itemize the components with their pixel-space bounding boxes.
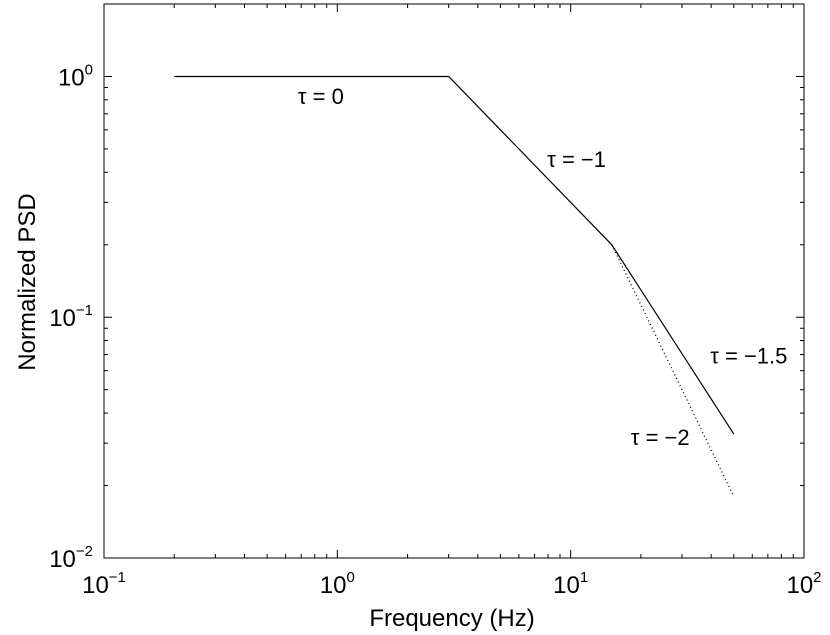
x-tick-label: 101: [553, 569, 588, 599]
psd-solid-line: [174, 75, 735, 435]
slope-annotations: τ = 0 τ = −1 τ = −1.5 τ = −2: [298, 84, 788, 450]
y-tick-label: 10−1: [49, 302, 93, 332]
y-axis-label: Normalized PSD: [14, 193, 41, 370]
plot-area: [103, 3, 805, 559]
y-tick-label: 100: [58, 61, 93, 91]
x-tick-label: 100: [320, 569, 355, 599]
y-tick-label: 10−2: [49, 543, 93, 573]
axis-ticks: [103, 4, 805, 559]
x-axis-label: Frequency (Hz): [369, 605, 534, 632]
slope-annotation: τ = −2: [631, 425, 690, 450]
slope-annotation: τ = −1: [547, 147, 606, 172]
data-series: [174, 75, 735, 497]
slope-annotation: τ = −1.5: [710, 343, 787, 368]
slope-annotation: τ = 0: [298, 84, 344, 109]
x-tick-label: 102: [786, 569, 821, 599]
x-tick-label: 10−1: [82, 569, 126, 599]
